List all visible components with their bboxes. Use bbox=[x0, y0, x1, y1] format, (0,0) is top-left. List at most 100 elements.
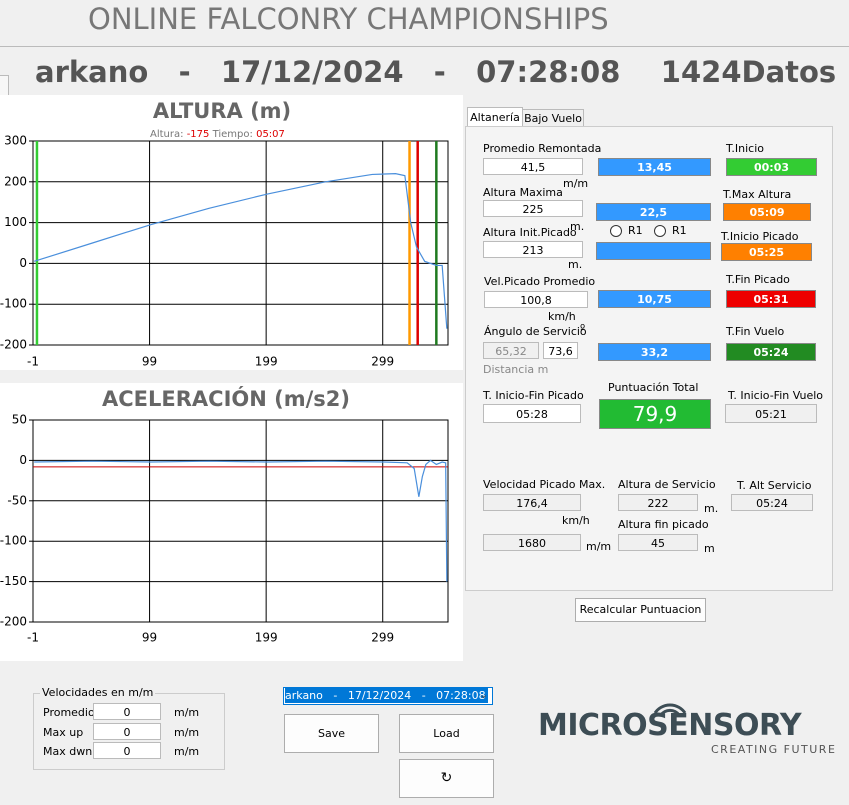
textbox: 05:21 bbox=[725, 404, 817, 423]
y-tick-label: 300 bbox=[4, 134, 27, 148]
label: T.Fin Picado bbox=[726, 273, 790, 286]
score-box: 33,2 bbox=[598, 343, 711, 361]
y-tick-label: 100 bbox=[4, 215, 27, 229]
plot-border bbox=[32, 140, 449, 346]
annotation-value: -175 bbox=[187, 129, 210, 140]
radio[interactable] bbox=[610, 225, 622, 237]
note: Distancia m bbox=[483, 363, 549, 376]
textbox[interactable]: 213 bbox=[483, 241, 583, 258]
label: Promedio bbox=[43, 706, 95, 719]
label: Ángulo de Servicio bbox=[484, 325, 587, 338]
score-box bbox=[596, 242, 711, 260]
logo-name: MICROSENSORY bbox=[538, 708, 802, 743]
chart-title: ALTURA (m) bbox=[153, 99, 291, 123]
y-tick-label: -100 bbox=[0, 534, 27, 548]
textbox: 176,4 bbox=[483, 494, 581, 511]
button[interactable]: Save bbox=[284, 714, 379, 753]
altura-chart: ALTURA (m) Altura: -175 Tiempo: 05:07 -2… bbox=[0, 95, 463, 370]
y-tick-label: -50 bbox=[7, 493, 27, 507]
y-tick-label: 0 bbox=[19, 453, 27, 467]
y-tick-label: 200 bbox=[4, 174, 27, 188]
radio-label: R1 bbox=[672, 224, 687, 237]
textbox[interactable]: 73,6 bbox=[543, 342, 578, 359]
textbox[interactable]: 0 bbox=[93, 703, 161, 720]
radio[interactable] bbox=[654, 225, 666, 237]
time-box: 05:09 bbox=[723, 203, 811, 221]
label: Vel.Picado Promedio bbox=[484, 275, 596, 288]
x-tick-label: 299 bbox=[371, 631, 394, 645]
label: Max up bbox=[43, 726, 84, 739]
unit: m/m bbox=[174, 706, 200, 719]
textbox: 05:24 bbox=[731, 494, 813, 511]
logo-tagline: CREATING FUTURE bbox=[711, 743, 837, 756]
x-tick-label: -1 bbox=[27, 355, 39, 369]
textbox[interactable]: 100,8 bbox=[484, 291, 588, 308]
time-box: 05:31 bbox=[726, 290, 816, 308]
group-title: Velocidades en m/m bbox=[40, 686, 156, 699]
y-tick-label: -200 bbox=[0, 338, 27, 352]
unit: m/m bbox=[563, 177, 589, 190]
textbox[interactable]: 225 bbox=[483, 200, 583, 217]
textbox[interactable]: 0 bbox=[93, 742, 161, 759]
annotation: Altura: -175 Tiempo: 05:07 bbox=[150, 129, 285, 140]
score-box: 10,75 bbox=[598, 290, 711, 308]
y-tick-label: 0 bbox=[19, 256, 27, 270]
button[interactable]: Load bbox=[399, 714, 494, 753]
x-tick-label: 299 bbox=[371, 355, 394, 369]
unit: km/h bbox=[548, 310, 576, 323]
x-tick-label: 99 bbox=[142, 631, 157, 645]
dropdown-arrow: ⌄ bbox=[479, 688, 489, 701]
separator bbox=[0, 46, 849, 47]
button[interactable]: Recalcular Puntuacion bbox=[575, 598, 706, 622]
textbox[interactable]: 41,5 bbox=[483, 158, 583, 175]
unit: m. bbox=[568, 258, 583, 271]
annotation-value: 05:07 bbox=[256, 129, 285, 140]
total-score: 79,9 bbox=[599, 399, 711, 429]
tab[interactable]: Altanería bbox=[467, 107, 523, 127]
label: T.Inicio bbox=[726, 142, 765, 155]
unit: º bbox=[580, 322, 586, 335]
unit: m. bbox=[570, 220, 585, 233]
tab[interactable]: Bajo Vuelo bbox=[522, 109, 584, 127]
textbox[interactable]: 05:28 bbox=[483, 404, 581, 423]
dropdown-text: arkano - 17/12/2024 - 07:28:08 bbox=[285, 688, 488, 703]
label: Puntuación Total bbox=[608, 381, 699, 394]
label: Altura fin picado bbox=[618, 518, 709, 531]
app-title: ONLINE FALCONRY CHAMPIONSHIPS bbox=[88, 2, 609, 36]
label: T. Alt Servicio bbox=[737, 479, 812, 492]
unit: m/m bbox=[174, 726, 200, 739]
textbox: 1680 bbox=[483, 534, 581, 551]
label: Altura de Servicio bbox=[618, 478, 716, 491]
score-box: 13,45 bbox=[598, 158, 711, 176]
unit: m/m bbox=[586, 540, 612, 553]
unit: m bbox=[704, 542, 715, 555]
label: Altura Init.Picado bbox=[483, 226, 577, 239]
textbox: 45 bbox=[618, 534, 698, 551]
y-tick-label: -150 bbox=[0, 574, 27, 588]
unit: m/m bbox=[174, 745, 200, 758]
time-box: 05:25 bbox=[721, 243, 812, 261]
radio-label: R1 bbox=[628, 224, 643, 237]
annotation-label: Altura: bbox=[150, 129, 184, 140]
y-tick-label: 50 bbox=[12, 413, 27, 427]
logo-signal bbox=[653, 703, 687, 716]
x-tick-label: -1 bbox=[27, 631, 39, 645]
score-box: 22,5 bbox=[596, 203, 711, 221]
x-tick-label: 99 bbox=[142, 355, 157, 369]
textbox[interactable]: 0 bbox=[93, 723, 161, 740]
session-info: arkano - 17/12/2024 - 07:28:08 1424Datos bbox=[35, 55, 837, 89]
annotation-label: Tiempo: bbox=[212, 129, 253, 140]
label: Promedio Remontada bbox=[483, 142, 602, 155]
y-tick-label: -200 bbox=[0, 615, 27, 629]
aceleracion-chart: ACELERACIÓN (m/s2) -200 -150 -100 -50 0 50 -1 9… bbox=[0, 383, 463, 661]
button[interactable]: ↻ bbox=[399, 759, 494, 798]
label: T.Inicio Picado bbox=[721, 230, 799, 243]
label: T. Inicio-Fin Vuelo bbox=[728, 389, 824, 402]
x-tick-label: 199 bbox=[255, 355, 278, 369]
element bbox=[653, 703, 687, 714]
y-tick-label: -100 bbox=[0, 297, 27, 311]
time-box: 00:03 bbox=[726, 158, 817, 176]
textbox: 222 bbox=[618, 494, 698, 511]
label: T.Max Altura bbox=[723, 188, 792, 201]
